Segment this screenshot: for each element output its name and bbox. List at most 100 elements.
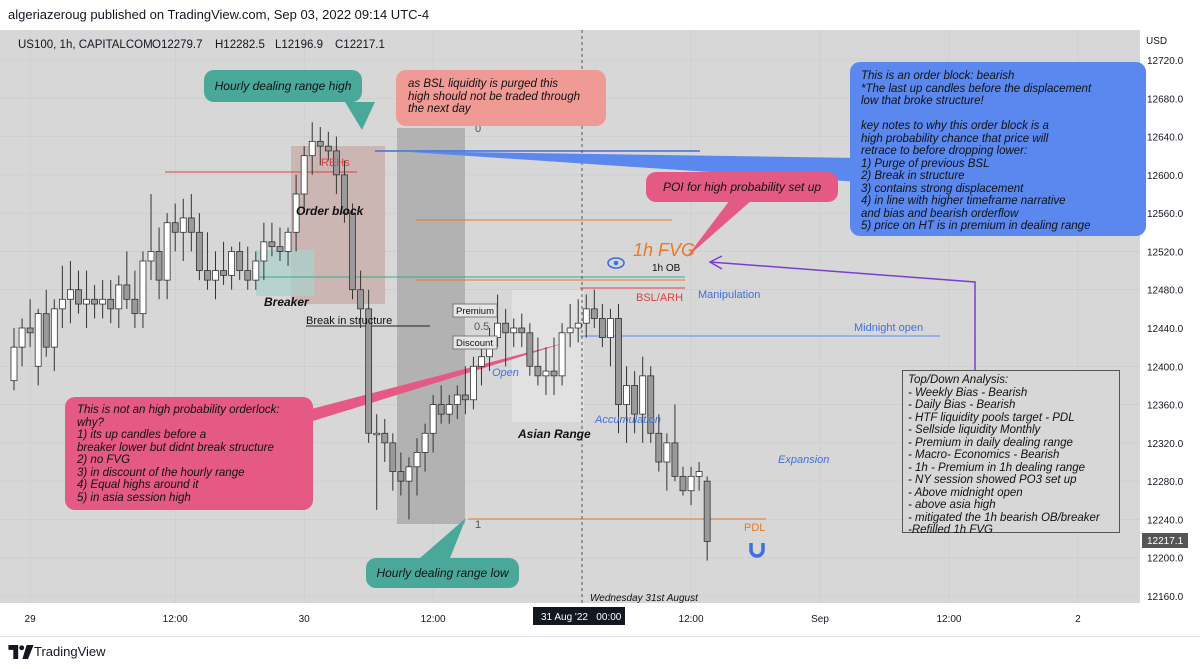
not-order-block-callout: This is not an high probability orderloc… <box>65 397 313 510</box>
y-tick-label: 12360.0 <box>1147 401 1184 412</box>
tradingview-logo-icon[interactable] <box>8 645 34 659</box>
zero-label: 0 <box>475 123 481 135</box>
candle <box>598 304 606 348</box>
last-price-badge: 12217.1 <box>1142 533 1188 548</box>
symbol-open: O12279.7 <box>152 39 203 51</box>
candle <box>478 347 485 386</box>
y-tick-label: 12200.0 <box>1147 554 1184 565</box>
candle <box>494 294 502 348</box>
magnet-icon[interactable] <box>749 543 765 558</box>
candle <box>220 241 227 285</box>
candle <box>510 318 518 348</box>
poi-pointer <box>686 200 752 258</box>
candle <box>558 323 566 386</box>
candle <box>470 356 477 410</box>
candle <box>518 313 526 348</box>
candle <box>615 304 622 434</box>
svg-text:12217.1: 12217.1 <box>1147 536 1184 547</box>
manipulation-label: Manipulation <box>698 289 760 301</box>
candle <box>171 203 179 252</box>
poi-callout: POI for high probability set up <box>646 172 838 202</box>
candle <box>300 146 308 214</box>
candle <box>10 328 18 391</box>
candle <box>663 433 671 491</box>
candle <box>204 232 211 290</box>
candle <box>195 213 203 281</box>
candle <box>107 280 115 324</box>
topdown-analysis-box: Top/Down Analysis: - Weekly Bias - Beari… <box>902 370 1120 536</box>
x-tick-label: 2 <box>1075 614 1081 625</box>
x-tick-label: 12:00 <box>421 614 446 625</box>
footer-bar: TradingView <box>0 636 1200 669</box>
candle <box>695 462 703 491</box>
candle <box>639 356 647 443</box>
candle <box>236 241 244 281</box>
candle <box>405 457 413 520</box>
premium-box <box>452 303 498 318</box>
candle <box>308 122 316 175</box>
candle <box>671 404 679 482</box>
discount-box <box>452 335 498 350</box>
candle <box>34 308 42 386</box>
x-tick-label: Sep <box>811 614 829 625</box>
symbol-close: C12217.1 <box>335 39 385 51</box>
candle <box>155 227 163 300</box>
candle <box>18 318 26 367</box>
candle <box>75 270 82 314</box>
candle <box>341 160 348 223</box>
ob-1h-label: 1h OB <box>652 263 681 274</box>
symbol-name: US100, 1h, CAPITALCOM <box>18 39 153 51</box>
candle <box>260 222 268 281</box>
currency-label: USD <box>1146 36 1167 47</box>
candle <box>647 366 655 443</box>
candle <box>679 466 687 496</box>
candle <box>131 270 139 328</box>
candle <box>26 299 34 348</box>
rehs-label: REHs <box>321 157 350 169</box>
candle <box>244 246 252 290</box>
candle <box>212 251 219 300</box>
candle <box>550 337 558 395</box>
x-tick-label: 30 <box>299 614 311 625</box>
bis-label: Break in structure <box>306 315 392 327</box>
not-ob-pointer <box>250 342 568 425</box>
candle <box>413 438 421 496</box>
candle <box>83 270 90 328</box>
pdl-label: PDL <box>744 522 765 534</box>
candle <box>421 423 429 472</box>
candle <box>179 198 187 261</box>
candle <box>316 127 324 166</box>
candle <box>526 323 534 376</box>
asian-range-label: Asian Range <box>517 427 591 441</box>
candle <box>91 284 98 319</box>
candle <box>163 213 171 300</box>
candle <box>461 366 469 415</box>
premium-label: Premium <box>456 306 494 317</box>
candle <box>453 385 461 419</box>
candle <box>542 347 550 395</box>
x-tick-label: 12:00 <box>163 614 188 625</box>
order-block-callout: This is an order block: bearish *The las… <box>850 62 1146 236</box>
low-pointer <box>420 518 466 558</box>
fvg-label: 1h FVG <box>633 240 695 260</box>
candle <box>623 366 630 443</box>
candle <box>445 395 453 424</box>
bsl-arh-label: BSL/ARH <box>636 292 683 304</box>
y-tick-label: 12440.0 <box>1147 324 1184 335</box>
y-tick-label: 12240.0 <box>1147 515 1184 526</box>
half-label: 0.5 <box>474 321 489 333</box>
one-label: 1 <box>475 519 481 531</box>
candle <box>67 261 74 324</box>
candle <box>284 227 292 266</box>
x-tick-label: 12:00 <box>679 614 704 625</box>
candle <box>365 289 373 443</box>
midnight-open-label: Midnight open <box>854 322 923 334</box>
candle <box>357 270 364 328</box>
candle <box>534 337 542 386</box>
candle <box>276 227 284 261</box>
candle <box>687 466 695 506</box>
candle <box>123 251 131 309</box>
candle <box>582 294 590 338</box>
eye-icon[interactable] <box>607 257 625 269</box>
accumulation-label: Accumulation <box>594 414 661 426</box>
